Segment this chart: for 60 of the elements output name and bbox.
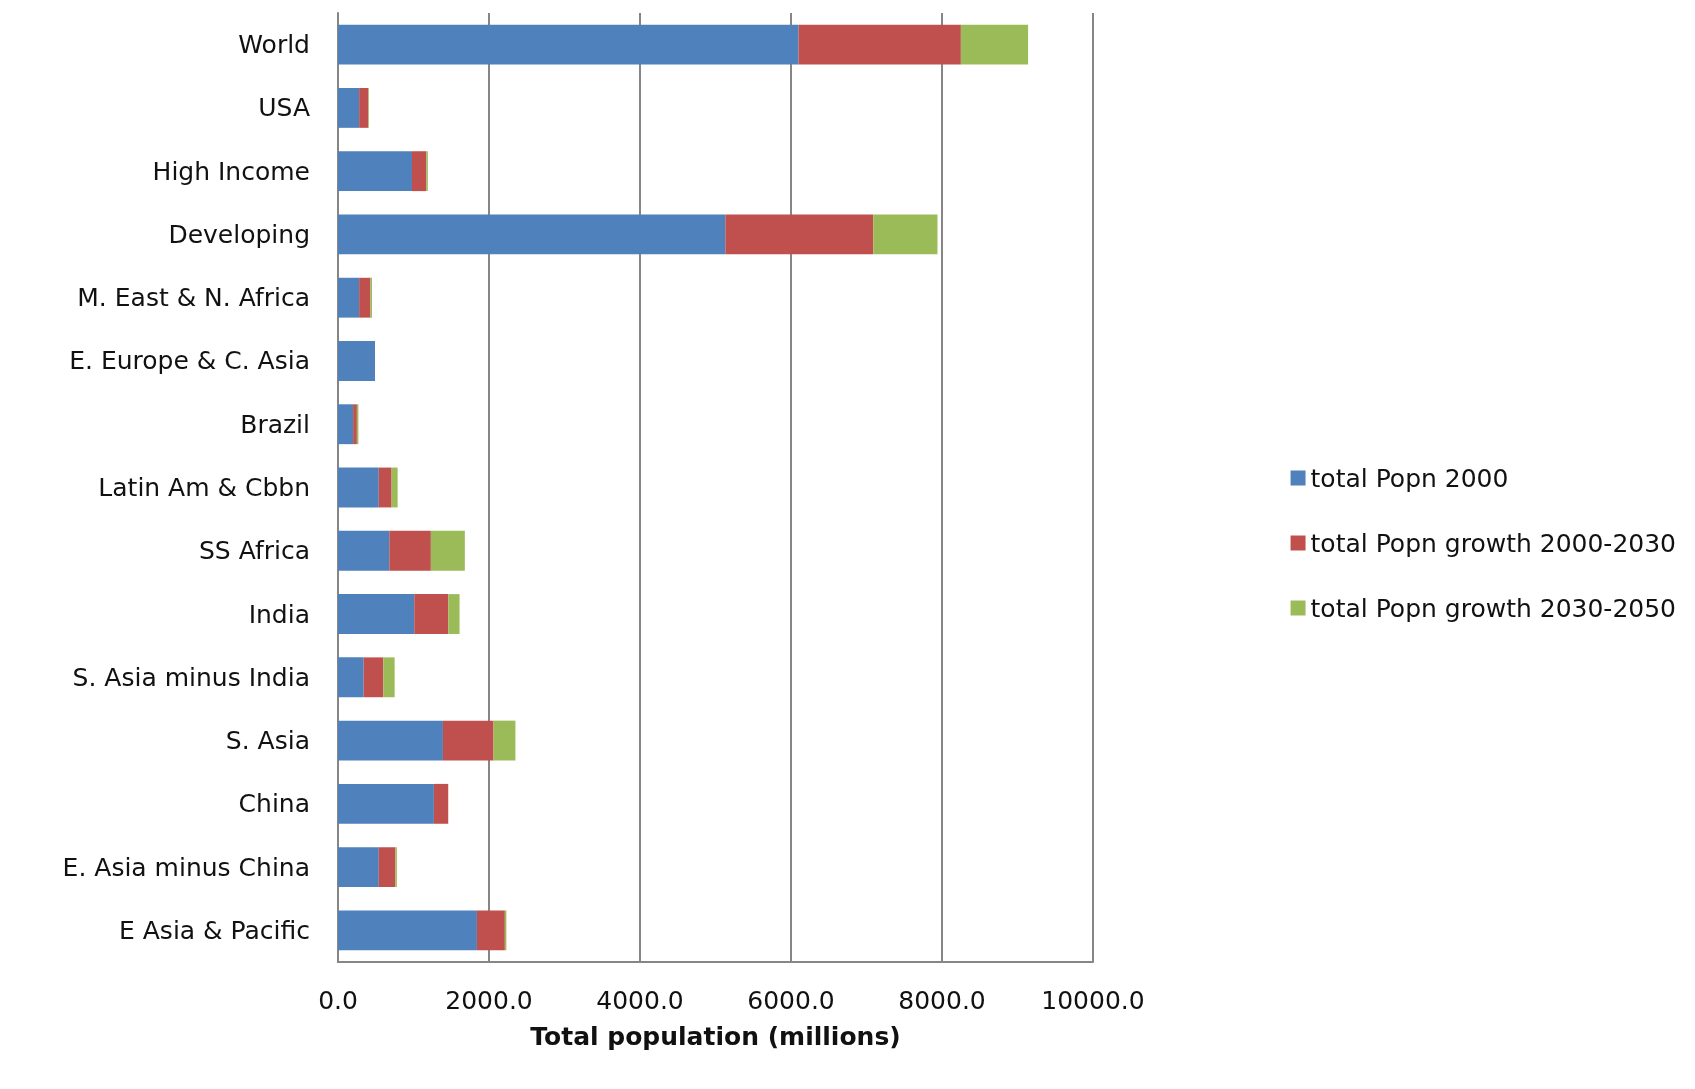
x-tick-label: 10000.0 <box>1041 986 1145 1015</box>
x-tick-label: 2000.0 <box>445 986 533 1015</box>
bar <box>378 847 396 888</box>
y-tick-label: Latin Am & Cbbn <box>98 473 310 502</box>
bar <box>430 530 465 571</box>
x-tick-label: 6000.0 <box>747 986 835 1015</box>
y-tick-label: High Income <box>152 156 310 186</box>
y-tick-label: Developing <box>168 219 310 249</box>
bar <box>359 87 369 128</box>
bar <box>338 657 364 698</box>
bar <box>725 214 874 255</box>
bar <box>338 87 360 128</box>
bar <box>338 277 360 318</box>
bar <box>389 530 431 571</box>
y-tick-label: Brazil <box>240 409 310 439</box>
y-tick-label: E. Asia minus China <box>62 852 310 882</box>
y-tick-label: E Asia & Pacific <box>119 915 310 945</box>
bar <box>363 657 384 698</box>
bar <box>338 341 375 381</box>
bar <box>383 657 395 698</box>
legend-label: total Popn 2000 <box>1310 463 1509 493</box>
bar <box>493 720 516 761</box>
bar <box>433 783 449 824</box>
bar <box>960 24 1029 65</box>
y-tick-label: S. Asia minus India <box>72 662 310 692</box>
bar <box>338 151 412 192</box>
y-tick-label: USA <box>258 93 310 123</box>
bar <box>338 530 390 571</box>
x-axis-title: Total population (millions) <box>530 1022 901 1051</box>
y-tick-label: E. Europe & C. Asia <box>69 346 310 376</box>
bar <box>798 24 961 65</box>
bar <box>338 783 434 824</box>
bar <box>448 594 460 634</box>
bar <box>476 910 505 951</box>
bar <box>338 214 726 255</box>
bar <box>338 910 477 951</box>
y-tick-label: SS Africa <box>199 536 310 566</box>
y-tick-label: China <box>238 789 310 819</box>
y-tick-label: India <box>248 599 310 629</box>
bar <box>414 594 449 634</box>
bar <box>338 847 379 888</box>
bar <box>338 24 799 65</box>
bar <box>378 467 392 508</box>
y-tick-label: M. East & N. Africa <box>77 283 310 313</box>
x-tick-label: 0.0 <box>318 986 358 1015</box>
bar <box>442 720 494 761</box>
bar <box>338 720 443 761</box>
bar <box>391 467 398 508</box>
x-tick-label: 4000.0 <box>596 986 684 1015</box>
y-tick-label: S. Asia <box>225 726 310 756</box>
bar <box>338 404 354 445</box>
legend-label: total Popn growth 2000-2030 <box>1310 528 1677 558</box>
bar <box>411 151 427 192</box>
bar <box>338 467 379 508</box>
bar <box>359 277 371 318</box>
x-tick-label: 8000.0 <box>898 986 986 1015</box>
y-tick-label: World <box>238 30 310 60</box>
bar <box>338 594 415 634</box>
legend-label: total Popn growth 2030-2050 <box>1310 593 1677 623</box>
bar <box>873 214 938 255</box>
